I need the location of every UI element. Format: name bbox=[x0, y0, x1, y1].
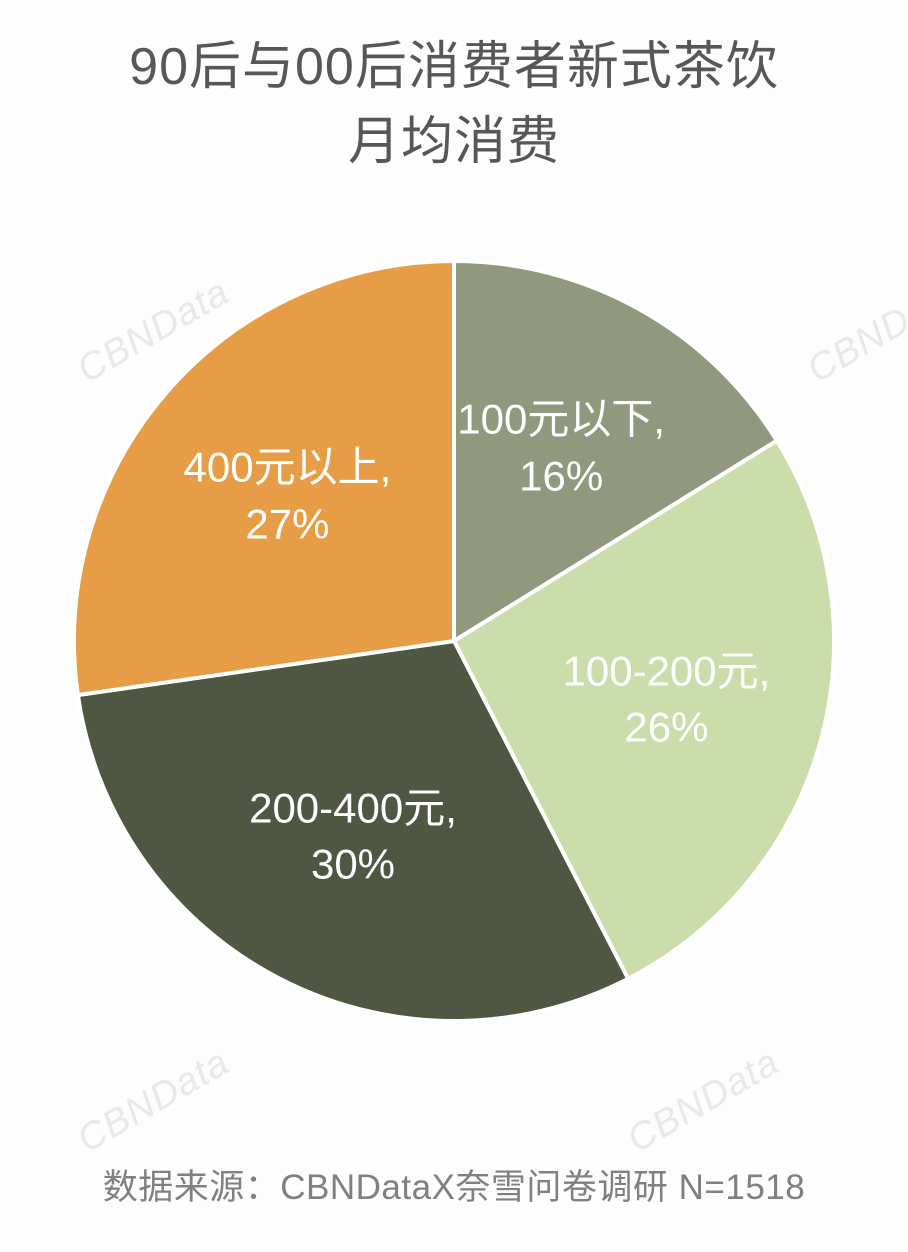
pie-slice-label: 200-400元, 30% bbox=[249, 780, 457, 893]
chart-title-line1: 90后与00后消费者新式茶饮 bbox=[129, 38, 779, 96]
pie-svg bbox=[64, 251, 844, 1031]
slice-label-line2: 27% bbox=[245, 500, 329, 547]
pie-slice-label: 100-200元, 26% bbox=[563, 643, 771, 756]
slice-label-line1: 200-400元, bbox=[249, 784, 457, 831]
slice-label-line1: 400元以上, bbox=[184, 444, 392, 491]
slice-label-line2: 30% bbox=[311, 841, 395, 888]
slice-label-line2: 16% bbox=[519, 452, 603, 499]
watermark: CBNData bbox=[70, 1041, 237, 1162]
chart-title-line2: 月均消费 bbox=[348, 113, 560, 171]
pie-slice-label: 400元以上, 27% bbox=[184, 440, 392, 553]
slice-label-line1: 100-200元, bbox=[563, 647, 771, 694]
slice-label-line1: 100元以下, bbox=[457, 395, 665, 442]
pie-chart: 100元以下, 16% 100-200元, 26% 200-400元, 30% 400元以上… bbox=[64, 251, 844, 1031]
slice-label-line2: 26% bbox=[624, 704, 708, 751]
watermark: CBNData bbox=[620, 1041, 787, 1162]
pie-slice-label: 100元以下, 16% bbox=[457, 391, 665, 504]
chart-title: 90后与00后消费者新式茶饮 月均消费 bbox=[129, 30, 779, 181]
data-source-footer: 数据来源：CBNDataX奈雪问卷调研 N=1518 bbox=[0, 1159, 908, 1210]
